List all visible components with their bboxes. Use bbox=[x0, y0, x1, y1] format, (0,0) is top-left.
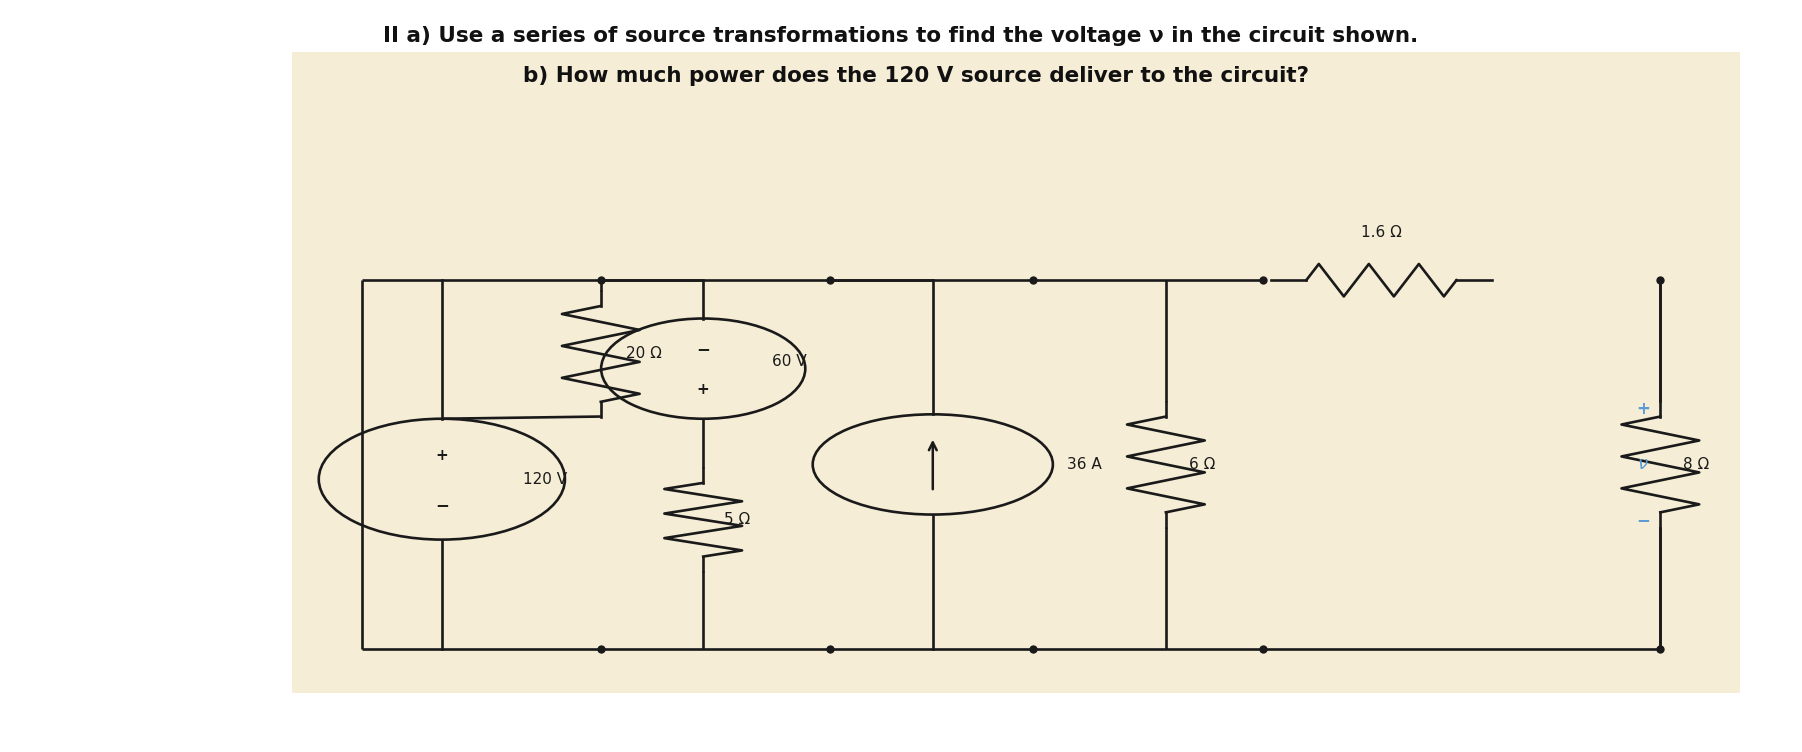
Text: 6 Ω: 6 Ω bbox=[1189, 457, 1215, 472]
Text: II a) Use a series of source transformations to find the voltage ν in the circui: II a) Use a series of source transformat… bbox=[384, 26, 1418, 46]
Text: 120 V: 120 V bbox=[523, 472, 568, 487]
Text: 8 Ω: 8 Ω bbox=[1683, 457, 1710, 472]
Text: −: − bbox=[434, 496, 449, 514]
Text: 20 Ω: 20 Ω bbox=[625, 347, 661, 362]
Text: b) How much power does the 120 V source deliver to the circuit?: b) How much power does the 120 V source … bbox=[494, 66, 1308, 86]
Bar bbox=[292, 52, 1739, 693]
Text: +: + bbox=[697, 382, 710, 397]
Text: 1.6 Ω: 1.6 Ω bbox=[1361, 225, 1402, 240]
Text: 5 Ω: 5 Ω bbox=[724, 512, 751, 527]
Text: −: − bbox=[1636, 511, 1649, 529]
Text: −: − bbox=[696, 340, 710, 358]
Text: +: + bbox=[1636, 400, 1649, 418]
Text: ν: ν bbox=[1638, 456, 1647, 474]
Text: 36 A: 36 A bbox=[1067, 457, 1101, 472]
Text: 60 V: 60 V bbox=[771, 353, 807, 368]
Text: +: + bbox=[436, 447, 449, 462]
